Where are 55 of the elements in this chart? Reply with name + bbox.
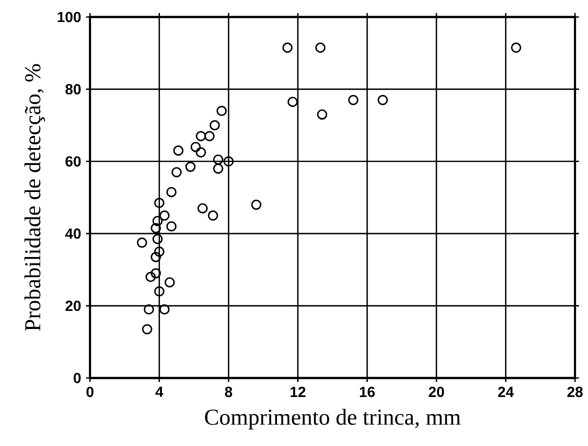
point [316, 109, 328, 120]
point [164, 277, 175, 288]
point [378, 94, 388, 106]
point [223, 156, 234, 167]
point [154, 246, 164, 257]
point [152, 216, 163, 226]
point [197, 203, 208, 214]
point [210, 120, 220, 130]
point [251, 200, 262, 210]
point [196, 130, 206, 142]
point [144, 304, 154, 315]
point [166, 221, 177, 232]
point [152, 234, 163, 244]
point [510, 42, 522, 53]
y-tick-label: 80 [65, 84, 81, 94]
y-tick-label: 0 [74, 372, 81, 384]
y-tick-label: 40 [65, 228, 81, 239]
point [136, 237, 148, 248]
point [348, 94, 358, 106]
x-tick-label: 20 [428, 386, 444, 398]
point [196, 147, 206, 158]
point [159, 210, 170, 221]
point [204, 130, 215, 142]
x-tick-label: 12 [290, 386, 306, 397]
point [150, 252, 161, 262]
x-axis-title: Comprimento de trinca, mm [205, 408, 461, 430]
point [171, 167, 182, 178]
x-tick-label: 24 [498, 386, 514, 397]
point [154, 286, 164, 296]
point [288, 96, 298, 107]
point [190, 142, 201, 152]
x-tick-label: 0 [86, 386, 94, 398]
y-axis-title: Probabilidade de detecção, % [24, 64, 46, 331]
x-tick-label: 8 [224, 386, 232, 398]
point [145, 272, 156, 282]
point [159, 304, 170, 315]
x-tick-label: 28 [567, 386, 583, 398]
x-tick-label: 4 [155, 386, 164, 397]
point [166, 186, 177, 198]
point [185, 162, 196, 172]
point [142, 324, 152, 334]
point [150, 223, 161, 234]
point [150, 268, 161, 278]
point [208, 210, 218, 221]
point [173, 145, 184, 156]
point [282, 42, 293, 53]
point [154, 198, 164, 208]
point [216, 106, 227, 116]
point [213, 163, 224, 174]
y-tick-label: 100 [58, 12, 81, 22]
y-tick-label: 20 [65, 300, 81, 311]
x-tick-label: 16 [360, 386, 375, 398]
point [213, 154, 224, 165]
y-tick-label: 60 [66, 156, 81, 167]
point [315, 42, 326, 53]
